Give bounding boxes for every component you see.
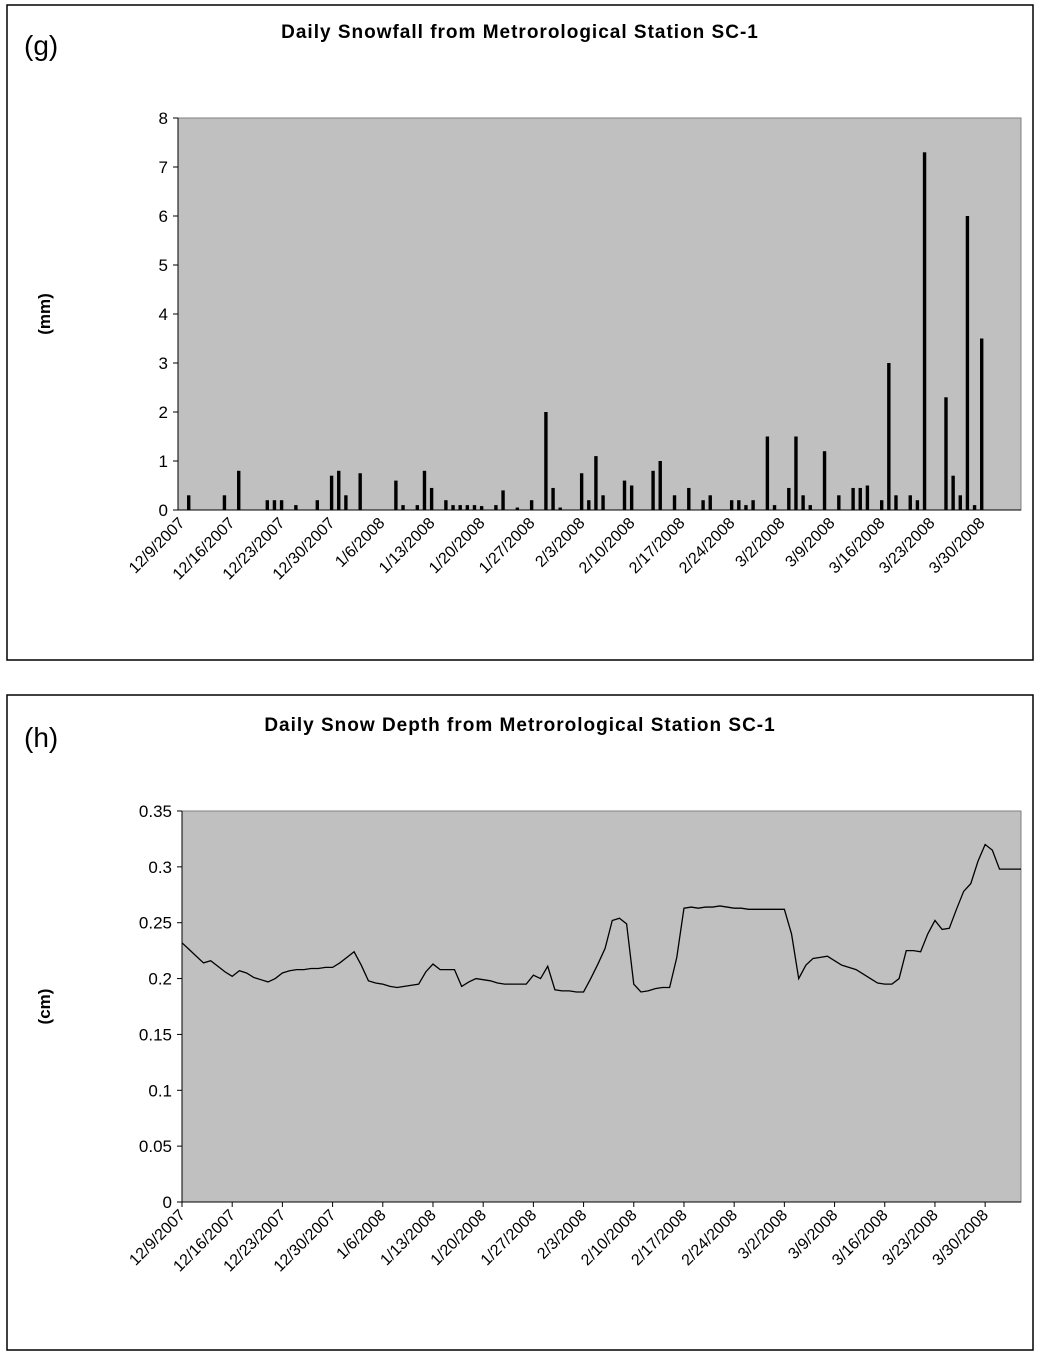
bar [337, 470, 341, 510]
bar [651, 470, 655, 510]
bar [879, 500, 884, 510]
bar [729, 500, 734, 510]
bar [701, 500, 705, 510]
y-tick-label: 0 [159, 501, 168, 520]
plot-area [177, 117, 1022, 511]
chart-title: Daily Snowfall from Metrorological Stati… [281, 22, 759, 43]
bar [265, 500, 270, 510]
bar [765, 436, 770, 510]
y-tick-label: 0.2 [148, 970, 172, 989]
chart-title: Daily Snow Depth from Metrorological Sta… [264, 715, 775, 736]
bar [458, 505, 462, 510]
panel-label: (g) [24, 30, 58, 61]
bar [451, 505, 455, 510]
bar [579, 473, 584, 510]
bar [958, 495, 962, 510]
bar [601, 495, 605, 510]
panel-label: (h) [24, 722, 58, 753]
bar [922, 152, 927, 511]
bar [794, 436, 798, 510]
bar [658, 461, 662, 510]
y-tick-label: 0.15 [139, 1025, 172, 1044]
bar [944, 397, 948, 510]
bar [529, 500, 534, 510]
line-series [181, 843, 1021, 993]
bar [558, 507, 562, 510]
bar [501, 490, 505, 510]
bar [865, 485, 870, 510]
bar [751, 500, 755, 510]
bar [444, 500, 448, 510]
bar [429, 487, 434, 510]
bar [479, 506, 484, 510]
bar [587, 500, 591, 510]
bar [858, 487, 862, 510]
y-tick-label: 0.35 [139, 802, 172, 821]
bar [544, 412, 548, 510]
y-tick-label: 0.25 [139, 914, 172, 933]
bar [358, 473, 362, 510]
y-tick-label: 4 [159, 305, 168, 324]
bar [822, 451, 827, 510]
bar [808, 505, 812, 510]
bar [594, 456, 598, 510]
bar [772, 505, 777, 510]
bar [272, 500, 277, 510]
bar [951, 475, 955, 510]
bar [315, 500, 320, 510]
y-tick-label: 5 [159, 256, 168, 275]
y-tick-label: 3 [159, 354, 168, 373]
bar [622, 480, 627, 510]
y-tick-label: 0.3 [148, 858, 172, 877]
bar [515, 507, 520, 510]
bar [837, 495, 841, 510]
bar [980, 338, 984, 510]
bar [187, 495, 191, 510]
y-tick-label: 8 [159, 109, 168, 128]
bar [965, 216, 970, 510]
bar [908, 495, 912, 510]
bar [887, 363, 891, 510]
y-tick-label: 6 [159, 207, 168, 226]
bar [222, 495, 227, 510]
y-tick-label: 0 [163, 1193, 172, 1212]
bar [472, 505, 477, 510]
y-axis-label: (mm) [35, 293, 54, 335]
bar [394, 480, 398, 510]
bar [801, 495, 805, 510]
bar [972, 505, 977, 510]
bar [494, 505, 498, 510]
y-tick-label: 2 [159, 403, 168, 422]
y-axis-label: (cm) [35, 989, 54, 1025]
bar [329, 475, 334, 510]
plot-area [181, 810, 1022, 1203]
bar [687, 487, 691, 510]
bar [737, 500, 741, 510]
y-tick-label: 0.1 [148, 1081, 172, 1100]
bar [237, 470, 241, 510]
bar [465, 505, 470, 510]
y-tick-label: 7 [159, 158, 168, 177]
bar [422, 470, 427, 510]
bar [915, 500, 920, 510]
y-tick-label: 1 [159, 452, 168, 471]
bar [415, 505, 420, 510]
bar [851, 487, 855, 510]
bar [672, 495, 677, 510]
bar [401, 505, 405, 510]
bar [551, 487, 555, 510]
bar [894, 495, 898, 510]
bar [294, 505, 298, 510]
bar [744, 505, 748, 510]
bar [279, 500, 284, 510]
bar [344, 495, 348, 510]
bar [787, 487, 791, 510]
y-tick-label: 0.05 [139, 1137, 172, 1156]
bar [708, 495, 712, 510]
bar [629, 485, 634, 510]
